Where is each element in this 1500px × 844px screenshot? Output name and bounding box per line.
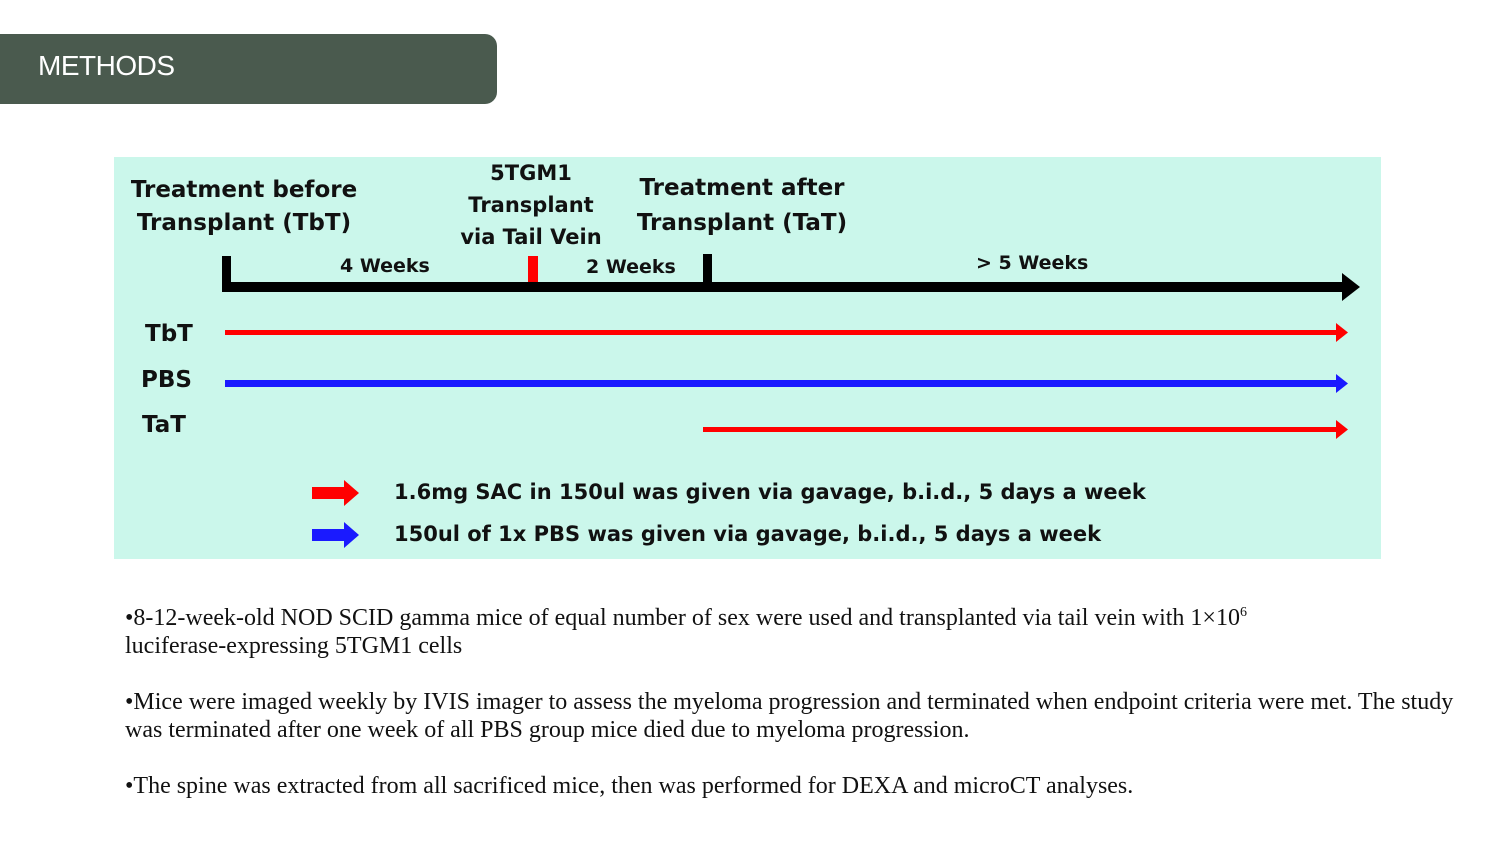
pbs-treatment-arrowhead [1336, 374, 1348, 393]
group-label-tbt: TbT [145, 321, 193, 347]
section-title: METHODS [38, 50, 175, 81]
section-header-bar [0, 34, 497, 104]
tbt-start-tick [222, 256, 231, 291]
bullet-1-text-continued: luciferase-expressing 5TGM1 cells [125, 633, 463, 659]
legend-pbs-text: 150ul of 1x PBS was given via gavage, b.… [394, 522, 1102, 546]
tat-phase-label-line1: Treatment after [639, 175, 845, 201]
duration-4-weeks: 4 Weeks [340, 255, 430, 277]
duration-5-plus-weeks: > 5 Weeks [976, 252, 1089, 274]
tat-start-tick [703, 254, 712, 284]
tbt-phase-label-line1: Treatment before [130, 177, 358, 203]
transplant-marker [528, 256, 538, 282]
duration-2-weeks: 2 Weeks [586, 256, 676, 278]
main-timeline-bar [222, 282, 1347, 292]
bullet-imaging: •Mice were imaged weekly by IVIS imager … [125, 689, 1454, 743]
tbt-phase-label-line2: Transplant (TbT) [136, 210, 352, 236]
transplant-event-label: 5TGM1 Transplant via Tail Vein [436, 157, 626, 253]
transplant-label-line2: Transplant [468, 193, 594, 217]
methods-bullet-list: •8-12-week-old NOD SCID gamma mice of eq… [125, 604, 1455, 828]
bullet-mice-transplant: •8-12-week-old NOD SCID gamma mice of eq… [125, 604, 1455, 660]
legend-red-arrow [312, 480, 359, 506]
pbs-treatment-line [225, 380, 1339, 387]
group-label-tat: TaT [142, 412, 186, 438]
tat-phase-label-line2: Transplant (TaT) [636, 210, 848, 236]
bullet-spine-analysis: •The spine was extracted from all sacrif… [125, 773, 1134, 799]
timeline-graphics [222, 254, 1360, 548]
tat-treatment-line [703, 427, 1339, 432]
tat-phase-label: Treatment after Transplant (TaT) [622, 171, 862, 241]
transplant-label-line1: 5TGM1 [490, 161, 572, 185]
experiment-timeline-diagram: Treatment before Transplant (TbT) 5TGM1 … [114, 157, 1381, 559]
group-label-pbs: PBS [141, 367, 192, 393]
bullet-1-text: •8-12-week-old NOD SCID gamma mice of eq… [125, 605, 1240, 631]
tbt-treatment-arrowhead [1336, 323, 1348, 342]
legend-blue-arrow [312, 522, 359, 548]
tbt-phase-label: Treatment before Transplant (TbT) [124, 174, 364, 240]
bullet-1-superscript: 6 [1239, 605, 1247, 620]
transplant-label-line3: via Tail Vein [460, 225, 602, 249]
tbt-treatment-line [225, 330, 1339, 335]
main-timeline-arrowhead [1342, 273, 1360, 301]
tat-treatment-arrowhead [1336, 420, 1348, 439]
legend-sac-text: 1.6mg SAC in 150ul was given via gavage,… [394, 480, 1146, 504]
